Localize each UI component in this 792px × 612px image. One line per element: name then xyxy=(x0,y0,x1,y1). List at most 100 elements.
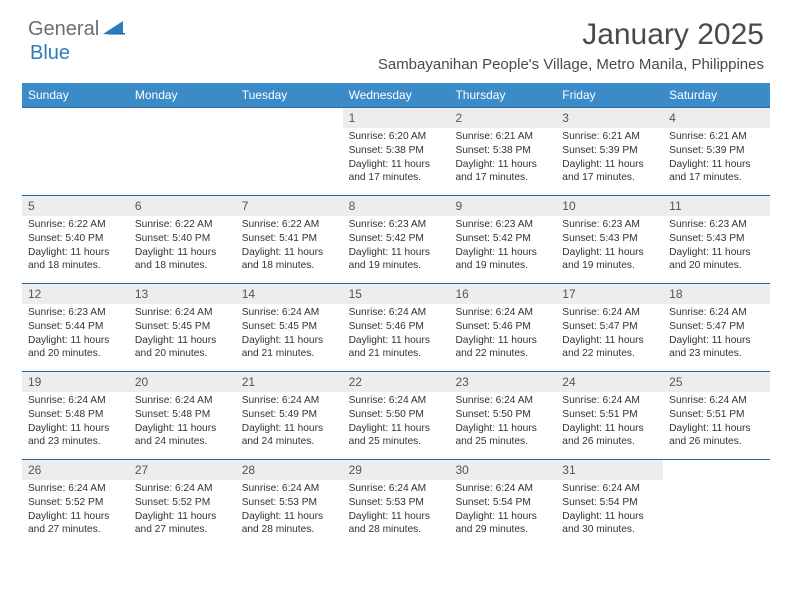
day-number: 30 xyxy=(449,460,556,480)
day-number: 8 xyxy=(343,196,450,216)
day-number: 1 xyxy=(343,108,450,128)
day-number xyxy=(22,108,129,128)
day-details: Sunrise: 6:21 AMSunset: 5:39 PMDaylight:… xyxy=(556,128,663,189)
day-cell: 25Sunrise: 6:24 AMSunset: 5:51 PMDayligh… xyxy=(663,372,770,459)
day-cell: 2Sunrise: 6:21 AMSunset: 5:38 PMDaylight… xyxy=(449,108,556,195)
day-cell: 17Sunrise: 6:24 AMSunset: 5:47 PMDayligh… xyxy=(556,284,663,371)
day-details: Sunrise: 6:23 AMSunset: 5:43 PMDaylight:… xyxy=(556,216,663,277)
day-number: 20 xyxy=(129,372,236,392)
day-number: 19 xyxy=(22,372,129,392)
day-cell xyxy=(22,108,129,195)
brand-part1: General xyxy=(28,18,99,41)
day-details: Sunrise: 6:24 AMSunset: 5:54 PMDaylight:… xyxy=(449,480,556,541)
weekday-header: Thursday xyxy=(449,83,556,107)
day-number: 11 xyxy=(663,196,770,216)
day-cell: 3Sunrise: 6:21 AMSunset: 5:39 PMDaylight… xyxy=(556,108,663,195)
day-cell xyxy=(236,108,343,195)
weekday-header: Saturday xyxy=(663,83,770,107)
day-cell: 22Sunrise: 6:24 AMSunset: 5:50 PMDayligh… xyxy=(343,372,450,459)
weeks-container: 1Sunrise: 6:20 AMSunset: 5:38 PMDaylight… xyxy=(22,107,770,547)
day-details: Sunrise: 6:23 AMSunset: 5:42 PMDaylight:… xyxy=(343,216,450,277)
location-subtitle: Sambayanihan People's Village, Metro Man… xyxy=(0,56,792,83)
day-details: Sunrise: 6:24 AMSunset: 5:54 PMDaylight:… xyxy=(556,480,663,541)
day-details: Sunrise: 6:24 AMSunset: 5:50 PMDaylight:… xyxy=(343,392,450,453)
day-details: Sunrise: 6:24 AMSunset: 5:50 PMDaylight:… xyxy=(449,392,556,453)
page-title: January 2025 xyxy=(582,18,764,52)
day-details: Sunrise: 6:23 AMSunset: 5:42 PMDaylight:… xyxy=(449,216,556,277)
day-cell: 11Sunrise: 6:23 AMSunset: 5:43 PMDayligh… xyxy=(663,196,770,283)
day-details: Sunrise: 6:23 AMSunset: 5:44 PMDaylight:… xyxy=(22,304,129,365)
day-number: 17 xyxy=(556,284,663,304)
header: General January 2025 xyxy=(0,0,792,56)
weekday-header: Monday xyxy=(129,83,236,107)
day-details: Sunrise: 6:24 AMSunset: 5:47 PMDaylight:… xyxy=(556,304,663,365)
week-row: 19Sunrise: 6:24 AMSunset: 5:48 PMDayligh… xyxy=(22,371,770,459)
day-details: Sunrise: 6:24 AMSunset: 5:52 PMDaylight:… xyxy=(22,480,129,541)
week-row: 5Sunrise: 6:22 AMSunset: 5:40 PMDaylight… xyxy=(22,195,770,283)
day-number: 24 xyxy=(556,372,663,392)
day-details: Sunrise: 6:24 AMSunset: 5:53 PMDaylight:… xyxy=(236,480,343,541)
day-details: Sunrise: 6:22 AMSunset: 5:40 PMDaylight:… xyxy=(22,216,129,277)
day-details: Sunrise: 6:21 AMSunset: 5:39 PMDaylight:… xyxy=(663,128,770,189)
weekday-header: Sunday xyxy=(22,83,129,107)
day-details: Sunrise: 6:21 AMSunset: 5:38 PMDaylight:… xyxy=(449,128,556,189)
week-row: 1Sunrise: 6:20 AMSunset: 5:38 PMDaylight… xyxy=(22,107,770,195)
day-number: 5 xyxy=(22,196,129,216)
day-number: 6 xyxy=(129,196,236,216)
weekday-header: Wednesday xyxy=(343,83,450,107)
day-number: 26 xyxy=(22,460,129,480)
day-details: Sunrise: 6:24 AMSunset: 5:48 PMDaylight:… xyxy=(22,392,129,453)
day-number: 27 xyxy=(129,460,236,480)
day-number: 15 xyxy=(343,284,450,304)
day-cell: 4Sunrise: 6:21 AMSunset: 5:39 PMDaylight… xyxy=(663,108,770,195)
day-details: Sunrise: 6:22 AMSunset: 5:41 PMDaylight:… xyxy=(236,216,343,277)
day-number: 16 xyxy=(449,284,556,304)
day-details: Sunrise: 6:24 AMSunset: 5:49 PMDaylight:… xyxy=(236,392,343,453)
day-cell: 19Sunrise: 6:24 AMSunset: 5:48 PMDayligh… xyxy=(22,372,129,459)
day-number: 23 xyxy=(449,372,556,392)
day-cell xyxy=(129,108,236,195)
day-number: 9 xyxy=(449,196,556,216)
day-number: 18 xyxy=(663,284,770,304)
day-number: 14 xyxy=(236,284,343,304)
day-details: Sunrise: 6:24 AMSunset: 5:52 PMDaylight:… xyxy=(129,480,236,541)
day-details: Sunrise: 6:24 AMSunset: 5:45 PMDaylight:… xyxy=(236,304,343,365)
day-details: Sunrise: 6:23 AMSunset: 5:43 PMDaylight:… xyxy=(663,216,770,277)
weekday-header: Friday xyxy=(556,83,663,107)
week-row: 12Sunrise: 6:23 AMSunset: 5:44 PMDayligh… xyxy=(22,283,770,371)
weekday-header-row: SundayMondayTuesdayWednesdayThursdayFrid… xyxy=(22,83,770,107)
day-cell: 21Sunrise: 6:24 AMSunset: 5:49 PMDayligh… xyxy=(236,372,343,459)
day-cell: 16Sunrise: 6:24 AMSunset: 5:46 PMDayligh… xyxy=(449,284,556,371)
day-details: Sunrise: 6:22 AMSunset: 5:40 PMDaylight:… xyxy=(129,216,236,277)
day-cell: 15Sunrise: 6:24 AMSunset: 5:46 PMDayligh… xyxy=(343,284,450,371)
day-cell: 24Sunrise: 6:24 AMSunset: 5:51 PMDayligh… xyxy=(556,372,663,459)
day-number: 28 xyxy=(236,460,343,480)
day-cell: 20Sunrise: 6:24 AMSunset: 5:48 PMDayligh… xyxy=(129,372,236,459)
day-cell: 7Sunrise: 6:22 AMSunset: 5:41 PMDaylight… xyxy=(236,196,343,283)
day-number: 3 xyxy=(556,108,663,128)
day-number: 25 xyxy=(663,372,770,392)
logo-triangle-icon xyxy=(103,19,125,40)
day-cell: 29Sunrise: 6:24 AMSunset: 5:53 PMDayligh… xyxy=(343,460,450,547)
day-details: Sunrise: 6:24 AMSunset: 5:53 PMDaylight:… xyxy=(343,480,450,541)
day-cell: 26Sunrise: 6:24 AMSunset: 5:52 PMDayligh… xyxy=(22,460,129,547)
day-cell: 18Sunrise: 6:24 AMSunset: 5:47 PMDayligh… xyxy=(663,284,770,371)
brand-logo: General xyxy=(28,18,127,41)
day-cell: 5Sunrise: 6:22 AMSunset: 5:40 PMDaylight… xyxy=(22,196,129,283)
day-details: Sunrise: 6:24 AMSunset: 5:51 PMDaylight:… xyxy=(663,392,770,453)
day-number: 10 xyxy=(556,196,663,216)
day-cell: 31Sunrise: 6:24 AMSunset: 5:54 PMDayligh… xyxy=(556,460,663,547)
day-details: Sunrise: 6:24 AMSunset: 5:46 PMDaylight:… xyxy=(343,304,450,365)
day-cell: 8Sunrise: 6:23 AMSunset: 5:42 PMDaylight… xyxy=(343,196,450,283)
day-number: 13 xyxy=(129,284,236,304)
calendar-grid: SundayMondayTuesdayWednesdayThursdayFrid… xyxy=(0,83,792,547)
day-cell: 28Sunrise: 6:24 AMSunset: 5:53 PMDayligh… xyxy=(236,460,343,547)
day-details: Sunrise: 6:24 AMSunset: 5:47 PMDaylight:… xyxy=(663,304,770,365)
day-number xyxy=(236,108,343,128)
day-number: 21 xyxy=(236,372,343,392)
weekday-header: Tuesday xyxy=(236,83,343,107)
brand-part2: Blue xyxy=(30,42,70,65)
day-number: 2 xyxy=(449,108,556,128)
day-cell: 10Sunrise: 6:23 AMSunset: 5:43 PMDayligh… xyxy=(556,196,663,283)
day-number xyxy=(129,108,236,128)
